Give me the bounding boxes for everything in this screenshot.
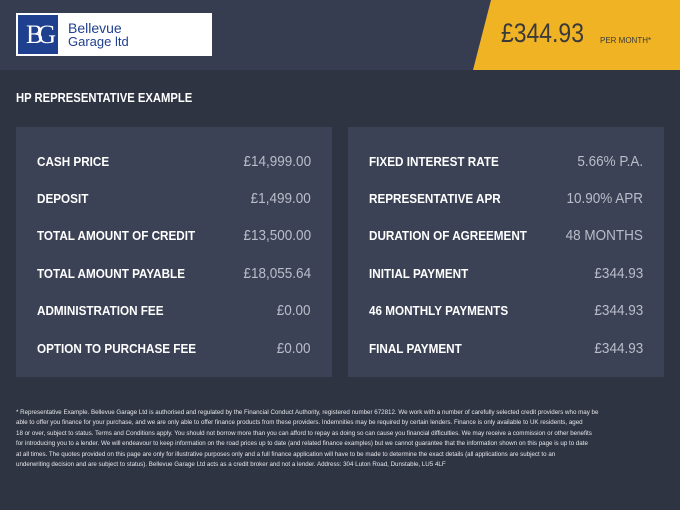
disclaimer: * Representative Example. Bellevue Garag… xyxy=(16,408,616,470)
finance-row: INITIAL PAYMENT £344.93 xyxy=(369,263,643,283)
monthly-price: £344.93 xyxy=(501,18,584,48)
row-label: FIXED INTEREST RATE xyxy=(369,153,499,169)
disclaimer-line: for introducing you to a lender. We will… xyxy=(16,440,588,448)
disclaimer-line: * Representative Example. Bellevue Garag… xyxy=(16,409,599,416)
finance-row: TOTAL AMOUNT PAYABLE £18,055.64 xyxy=(37,263,311,283)
finance-row: ADMINISTRATION FEE £0.00 xyxy=(37,301,311,321)
row-label: ADMINISTRATION FEE xyxy=(37,303,164,319)
row-value: £344.93 xyxy=(594,302,643,320)
row-value: £344.93 xyxy=(594,264,643,282)
disclaimer-line: underwriting decision and are subject to… xyxy=(16,461,446,469)
row-value: £13,500.00 xyxy=(243,227,311,245)
row-value: £344.93 xyxy=(594,339,643,357)
row-value: £0.00 xyxy=(277,339,311,357)
row-label: REPRESENTATIVE APR xyxy=(369,190,501,206)
finance-row: TOTAL AMOUNT OF CREDIT £13,500.00 xyxy=(37,226,311,246)
finance-row: 46 MONTHLY PAYMENTS £344.93 xyxy=(369,301,643,321)
row-label: CASH PRICE xyxy=(37,153,110,169)
disclaimer-line: 18 or over, subject to status. Terms and… xyxy=(16,429,592,437)
row-value: £18,055.64 xyxy=(243,264,311,282)
per-month-label: PER MONTH* xyxy=(600,36,652,45)
row-label: DURATION OF AGREEMENT xyxy=(369,228,527,244)
row-label: INITIAL PAYMENT xyxy=(369,265,469,281)
row-label: 46 MONTHLY PAYMENTS xyxy=(369,303,509,319)
left-panel: CASH PRICE £14,999.00 DEPOSIT £1,499.00 TOTA… xyxy=(16,127,332,377)
logo-mark: BG xyxy=(18,15,58,54)
header: BG Bellevue Garage ltd £344.93 PER MONTH… xyxy=(0,0,680,70)
logo-line2: Garage ltd xyxy=(68,33,129,49)
row-label: TOTAL AMOUNT PAYABLE xyxy=(37,265,186,281)
disclaimer-line: able to offer you finance for your purch… xyxy=(16,419,583,427)
row-label: FINAL PAYMENT xyxy=(369,340,462,356)
finance-row: DURATION OF AGREEMENT 48 MONTHS xyxy=(369,226,643,246)
finance-row: FINAL PAYMENT £344.93 xyxy=(369,338,643,358)
logo-text: Bellevue Garage ltd xyxy=(68,21,129,49)
finance-row: CASH PRICE £14,999.00 xyxy=(37,151,311,171)
row-value: £14,999.00 xyxy=(243,152,311,170)
finance-row: DEPOSIT £1,499.00 xyxy=(37,188,311,208)
monthly-price-box: £344.93 PER MONTH* xyxy=(473,0,680,70)
disclaimer-line: at all times. The quotes provided on thi… xyxy=(16,450,556,458)
row-value: £0.00 xyxy=(277,302,311,320)
finance-row: OPTION TO PURCHASE FEE £0.00 xyxy=(37,338,311,358)
right-panel: FIXED INTEREST RATE 5.66% P.A. REPRESENTAT… xyxy=(348,127,664,377)
row-value: £1,499.00 xyxy=(250,189,311,207)
logo-line1: Bellevue xyxy=(68,19,122,36)
finance-row: REPRESENTATIVE APR 10.90% APR xyxy=(369,188,643,208)
row-label: OPTION TO PURCHASE FEE xyxy=(37,340,197,356)
row-value: 10.90% APR xyxy=(566,189,643,207)
row-value: 5.66% P.A. xyxy=(577,152,643,170)
logo: BG Bellevue Garage ltd xyxy=(16,13,212,56)
row-label: DEPOSIT xyxy=(37,190,89,206)
finance-row: FIXED INTEREST RATE 5.66% P.A. xyxy=(369,151,643,171)
row-value: 48 MONTHS xyxy=(565,227,643,245)
section-title: HP REPRESENTATIVE EXAMPLE xyxy=(16,91,193,105)
row-label: TOTAL AMOUNT OF CREDIT xyxy=(37,228,196,244)
